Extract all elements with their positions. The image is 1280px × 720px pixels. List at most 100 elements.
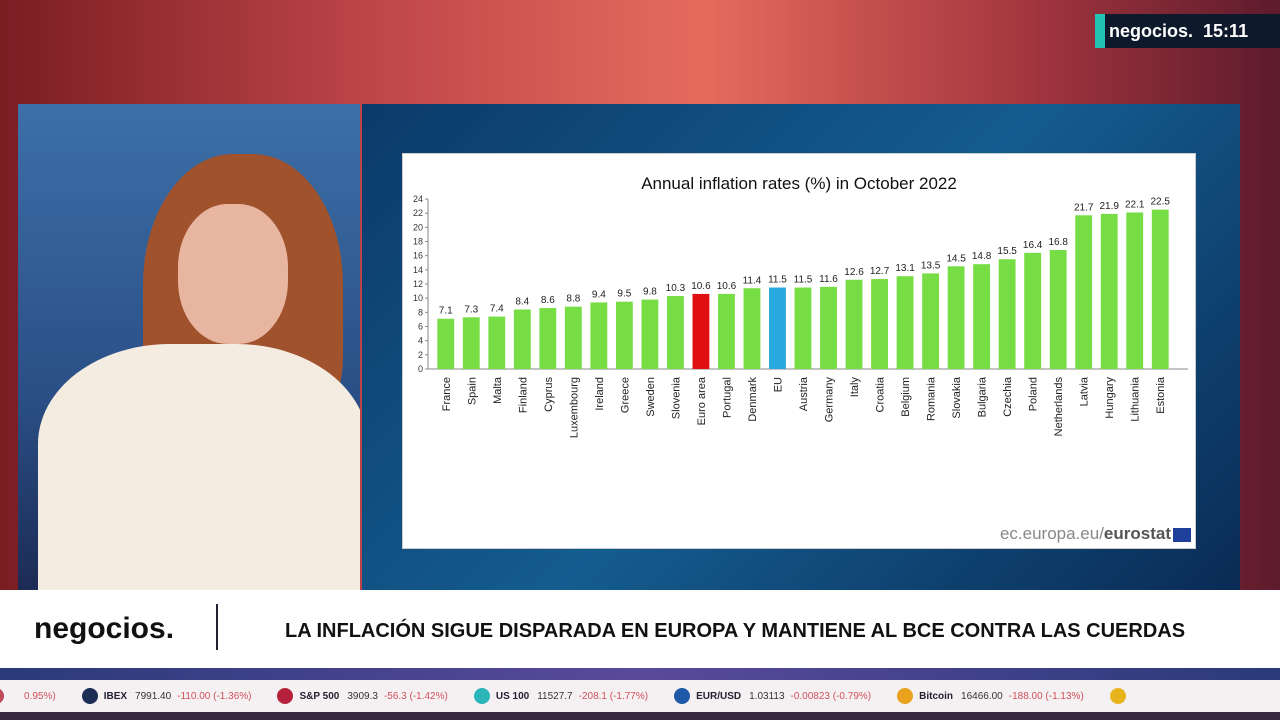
x-tick-label: Latvia bbox=[1079, 376, 1091, 406]
bar bbox=[1151, 209, 1169, 369]
market-icon bbox=[1109, 688, 1126, 704]
bar bbox=[998, 259, 1016, 369]
x-tick-label: Slovakia bbox=[951, 376, 963, 418]
x-tick-label: Portugal bbox=[721, 377, 733, 418]
ticker-item: IBEX 7991.40 -110.00 (-1.36%) bbox=[81, 688, 251, 704]
ticker-change: -188.00 (-1.13%) bbox=[1008, 690, 1084, 702]
data-label: 12.6 bbox=[844, 267, 864, 278]
data-label: 9.5 bbox=[617, 289, 631, 300]
ticker-name: EUR/USD bbox=[696, 690, 742, 702]
bar bbox=[641, 299, 659, 369]
x-tick-label: Austria bbox=[798, 376, 810, 411]
data-label: 21.7 bbox=[1074, 202, 1094, 213]
data-label: 21.9 bbox=[1099, 201, 1119, 212]
ticker-item: US 100 11527.7 -208.1 (-1.77%) bbox=[473, 688, 648, 704]
bar bbox=[743, 288, 761, 369]
ticker-item: EUR/USD 1.03113 -0.00823 (-0.79%) bbox=[674, 688, 871, 704]
x-tick-label: Slovenia bbox=[670, 376, 682, 419]
y-tick-label: 16 bbox=[413, 251, 423, 261]
lower-third: negocios. LA INFLACIÓN SIGUE DISPARADA E… bbox=[0, 590, 1280, 668]
ticker-value: 11527.7 bbox=[537, 690, 573, 702]
x-tick-label: Sweden bbox=[645, 377, 657, 417]
presenter-face bbox=[178, 204, 288, 344]
x-tick-label: Germany bbox=[824, 377, 836, 423]
x-tick-label: Romania bbox=[926, 376, 938, 421]
data-label: 15.5 bbox=[997, 246, 1017, 257]
data-label: 10.6 bbox=[717, 281, 737, 292]
data-label: 22.5 bbox=[1151, 197, 1171, 208]
data-label: 11.6 bbox=[819, 274, 838, 285]
y-tick-label: 12 bbox=[413, 279, 423, 289]
x-tick-label: Malta bbox=[492, 376, 504, 404]
bottom-strip bbox=[0, 712, 1280, 720]
ticker-change: -56.3 (-1.42%) bbox=[383, 690, 448, 702]
x-tick-label: Finland bbox=[517, 377, 529, 413]
x-tick-label: France bbox=[441, 377, 453, 411]
bar bbox=[1024, 252, 1042, 369]
bar bbox=[845, 279, 863, 369]
data-label: 8.8 bbox=[566, 294, 580, 305]
ticker-name: IBEX bbox=[103, 690, 128, 702]
y-tick-label: 24 bbox=[413, 194, 423, 204]
data-label: 13.5 bbox=[921, 260, 941, 271]
bar bbox=[973, 264, 991, 369]
data-label: 7.4 bbox=[490, 304, 504, 315]
market-ticker: 0.95%) IBEX 7991.40 -110.00 (-1.36%) S&P 500… bbox=[0, 680, 1280, 712]
lower-third-logo: negocios. bbox=[34, 612, 175, 645]
ticker-name: US 100 bbox=[495, 690, 530, 702]
bar bbox=[666, 296, 684, 369]
bar bbox=[769, 287, 786, 369]
market-icon bbox=[81, 688, 98, 704]
studio-background bbox=[18, 104, 360, 590]
y-tick-label: 0 bbox=[418, 364, 423, 374]
x-tick-label: Luxembourg bbox=[568, 377, 580, 438]
bar bbox=[947, 266, 965, 369]
x-tick-label: Poland bbox=[1028, 377, 1040, 411]
bar-chart: 0246810121416182022247.1France7.3Spain7.… bbox=[413, 194, 1188, 438]
source-credit: ec.europa.eu/eurostat bbox=[1000, 524, 1191, 544]
x-tick-label: EU bbox=[772, 377, 784, 392]
bar bbox=[615, 301, 633, 369]
y-tick-label: 8 bbox=[418, 307, 423, 317]
data-label: 22.1 bbox=[1125, 199, 1145, 210]
ticker-item bbox=[1109, 688, 1146, 704]
ticker-value: 7991.40 bbox=[135, 690, 172, 702]
market-icon bbox=[473, 688, 490, 704]
presenter-blouse bbox=[38, 344, 360, 590]
y-tick-label: 22 bbox=[413, 208, 423, 218]
ticker-item: 0.95%) bbox=[0, 688, 56, 704]
y-tick-label: 18 bbox=[413, 237, 423, 247]
x-tick-label: Greece bbox=[619, 377, 631, 413]
ticker-value: 3909.3 bbox=[347, 690, 378, 702]
x-tick-label: Denmark bbox=[747, 377, 759, 422]
data-label: 8.4 bbox=[515, 297, 529, 308]
market-icon bbox=[0, 688, 4, 704]
ticker-item: Bitcoin 16466.00 -188.00 (-1.13%) bbox=[897, 688, 1084, 704]
x-tick-label: Euro area bbox=[696, 376, 708, 425]
x-tick-label: Estonia bbox=[1155, 376, 1167, 414]
data-label: 11.4 bbox=[743, 275, 762, 286]
bar bbox=[896, 276, 914, 369]
eu-flag-icon bbox=[1173, 527, 1191, 542]
x-tick-label: Netherlands bbox=[1053, 377, 1065, 437]
bar bbox=[513, 309, 531, 369]
market-icon bbox=[897, 688, 914, 704]
data-label: 10.3 bbox=[666, 283, 686, 294]
source-brand: eurostat bbox=[1103, 524, 1171, 543]
bar bbox=[1126, 212, 1144, 369]
bar bbox=[794, 287, 812, 369]
ticker-change: 0.95%) bbox=[24, 690, 56, 702]
data-label: 8.6 bbox=[541, 295, 555, 306]
bar bbox=[820, 286, 837, 369]
ticker-value: 16466.00 bbox=[961, 690, 1003, 702]
ticker-name: Bitcoin bbox=[919, 690, 954, 702]
bar bbox=[1075, 215, 1093, 369]
data-label: 7.1 bbox=[439, 306, 453, 317]
x-tick-label: Spain bbox=[466, 377, 478, 405]
ticker-value: 1.03113 bbox=[749, 690, 785, 702]
ticker-change: -0.00823 (-0.79%) bbox=[790, 690, 872, 702]
ticker-name: S&P 500 bbox=[299, 690, 340, 702]
data-label: 7.3 bbox=[464, 304, 478, 315]
y-tick-label: 6 bbox=[418, 322, 423, 332]
channel-bug: negocios. 15:11 bbox=[1095, 14, 1280, 48]
